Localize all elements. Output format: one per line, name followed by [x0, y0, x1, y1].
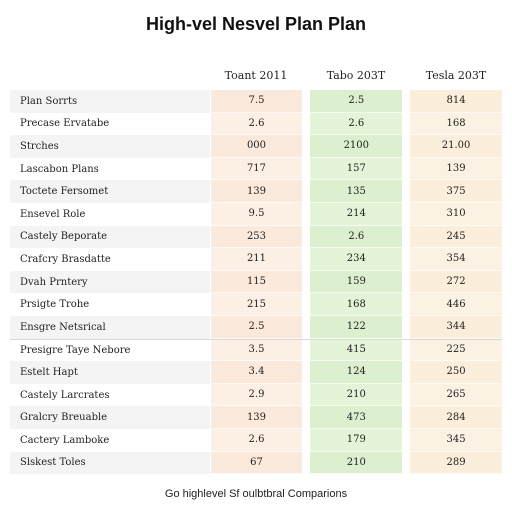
table-row: Precase Ervatabe 2.6 2.6 168: [10, 112, 502, 136]
table-cell: 415: [310, 339, 403, 362]
table-cell: 284: [410, 406, 502, 429]
table-cell: 2.5: [310, 90, 403, 113]
table-cell: 234: [310, 248, 403, 271]
row-label: Lascabon Plans: [10, 157, 210, 181]
table-row: Ensgre Netsrical 2.5 122 344: [10, 315, 502, 339]
table-header-row: Toant 2011 Tabo 203T Tesla 203T: [10, 64, 502, 86]
table-row: Cactery Lamboke 2.6 179 345: [10, 428, 502, 452]
row-label: Castely Larcrates: [10, 383, 210, 407]
table-cell: 115: [210, 270, 303, 294]
row-label: Gralcry Breuable: [10, 406, 210, 429]
table-cell: 253: [210, 225, 303, 249]
table-cell: 446: [410, 293, 502, 316]
table-row: Prsigte Trohe 215 168 446: [10, 293, 502, 316]
row-label: Toctete Fersomet: [10, 180, 210, 203]
table-row: Ensevel Role 9.5 214 310: [10, 202, 502, 226]
row-label: Presigre Taye Nebore: [10, 339, 210, 362]
row-label: Crafcry Brasdatte: [10, 248, 210, 271]
table-row: Toctete Fersomet 139 135 375: [10, 180, 502, 203]
row-label: Cactery Lamboke: [10, 428, 210, 452]
row-label: Prsigte Trohe: [10, 293, 210, 316]
table-cell: 3.4: [210, 361, 303, 384]
table-cell: 2100: [310, 135, 403, 158]
table-cell: 245: [410, 225, 502, 249]
table-cell: 7.5: [210, 90, 303, 113]
table-cell: 354: [410, 248, 502, 271]
table-row: Presigre Taye Nebore 3.5 415 225: [10, 338, 502, 362]
page-title: High-vel Nesvel Plan Plan: [145, 14, 367, 34]
table-row: Castely Beporate 253 2.6 245: [10, 225, 502, 249]
table-cell: 9.5: [210, 202, 303, 226]
table-cell: 250: [410, 361, 502, 384]
table-cell: 210: [310, 451, 403, 475]
table-cell: 67: [210, 451, 303, 475]
table-row: Castely Larcrates 2.9 210 265: [10, 383, 502, 407]
footer-caption: Go highlevel Sf oulbtbral Comparions: [164, 488, 348, 500]
table-cell: 168: [310, 293, 403, 316]
table-cell: 310: [410, 202, 502, 226]
table-cell: 289: [410, 451, 502, 475]
table-cell: 2.6: [310, 112, 403, 136]
table-cell: 2.6: [210, 112, 303, 136]
table-cell: 225: [410, 339, 502, 362]
table-cell: 345: [410, 428, 502, 452]
comparison-table: Toant 2011 Tabo 203T Tesla 203T Plan Sor…: [10, 64, 502, 475]
table-cell: 122: [310, 315, 403, 339]
table-cell: 210: [310, 383, 403, 407]
table-cell: 168: [410, 112, 502, 136]
table-cell: 375: [410, 180, 502, 203]
table-cell: 135: [310, 180, 403, 203]
row-label: Dvah Prntery: [10, 270, 210, 294]
table-row: Plan Sorrts 7.5 2.5 814: [10, 90, 502, 113]
table-row: Gralcry Breuable 139 473 284: [10, 406, 502, 429]
table-cell: 139: [410, 157, 502, 181]
table-row: Slskest Toles 67 210 289: [10, 451, 502, 475]
table-cell: 265: [410, 383, 502, 407]
table-cell: 000: [210, 135, 303, 158]
table-row: Estelt Hapt 3.4 124 250: [10, 361, 502, 384]
table-cell: 2.6: [310, 225, 403, 249]
table-cell: 215: [210, 293, 303, 316]
table-cell: 814: [410, 90, 502, 113]
table-cell: 139: [210, 406, 303, 429]
row-label: Ensgre Netsrical: [10, 315, 210, 339]
table-cell: 21.00: [410, 135, 502, 158]
table-cell: 2.6: [210, 428, 303, 452]
table-cell: 272: [410, 270, 502, 294]
row-label: Strches: [10, 135, 210, 158]
row-label: Precase Ervatabe: [10, 112, 210, 136]
table-cell: 139: [210, 180, 303, 203]
row-label: Slskest Toles: [10, 451, 210, 475]
table-cell: 344: [410, 315, 502, 339]
row-label: Castely Beporate: [10, 225, 210, 249]
table-row: Dvah Prntery 115 159 272: [10, 270, 502, 294]
table-cell: 211: [210, 248, 303, 271]
table-cell: 214: [310, 202, 403, 226]
table-row: Crafcry Brasdatte 211 234 354: [10, 248, 502, 271]
column-header: Tesla 203T: [425, 68, 487, 82]
row-label: Ensevel Role: [10, 202, 210, 226]
table-cell: 473: [310, 406, 403, 429]
table-cell: 159: [310, 270, 403, 294]
table-body: Plan Sorrts 7.5 2.5 814 Precase Ervatabe 2.6 2…: [10, 90, 502, 475]
table-cell: 179: [310, 428, 403, 452]
table-row: Lascabon Plans 717 157 139: [10, 157, 502, 181]
table-cell: 2.9: [210, 383, 303, 407]
row-label: Plan Sorrts: [10, 90, 210, 113]
column-header: Tabo 203T: [326, 68, 386, 82]
column-header: Toant 2011: [224, 68, 288, 82]
row-label: Estelt Hapt: [10, 361, 210, 384]
table-cell: 157: [310, 157, 403, 181]
table-cell: 3.5: [210, 339, 303, 362]
table-row: Strches 000 2100 21.00: [10, 135, 502, 158]
table-cell: 2.5: [210, 315, 303, 339]
table-cell: 717: [210, 157, 303, 181]
table-cell: 124: [310, 361, 403, 384]
